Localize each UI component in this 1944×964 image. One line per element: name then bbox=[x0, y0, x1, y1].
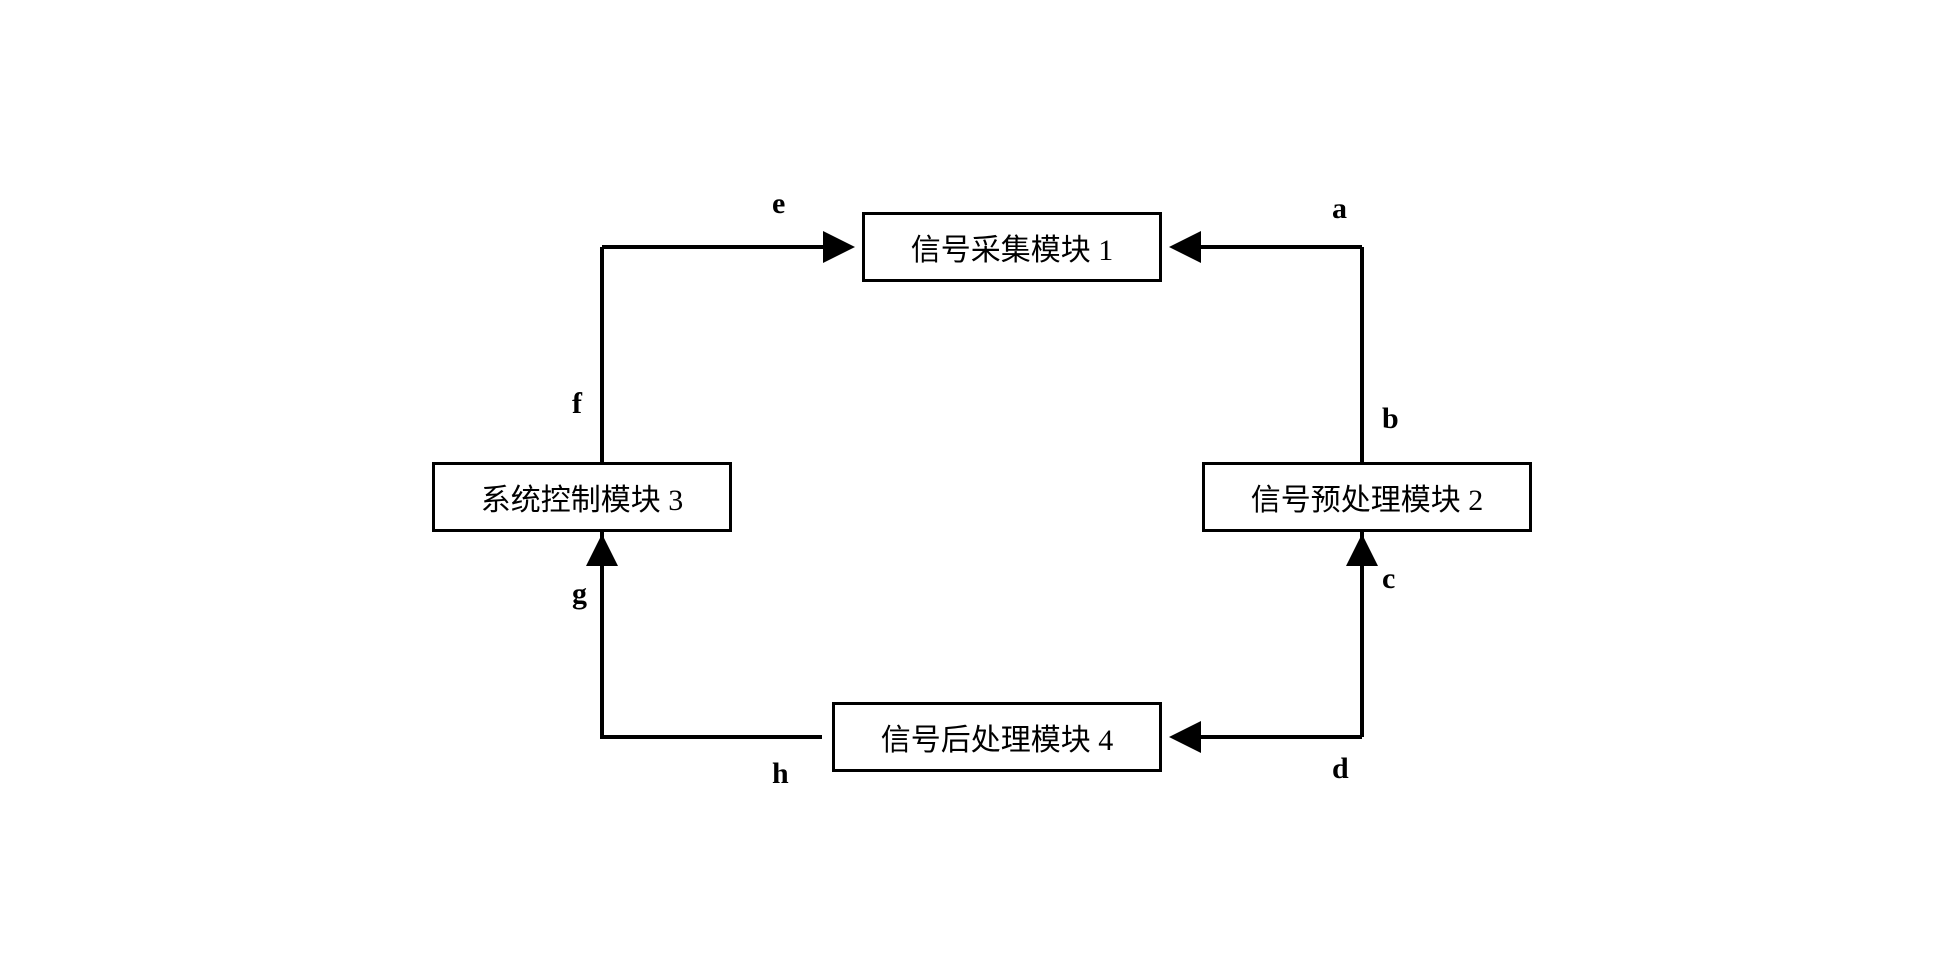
edge-line-gh bbox=[602, 532, 822, 737]
node4-label: 信号后处理模块 4 bbox=[881, 715, 1114, 759]
node1-label: 信号采集模块 1 bbox=[911, 225, 1114, 269]
edge-label-d: d bbox=[1332, 752, 1349, 786]
edge-label-e: e bbox=[772, 187, 785, 221]
node-system-control: 系统控制模块 3 bbox=[432, 462, 732, 532]
node2-label: 信号预处理模块 2 bbox=[1251, 475, 1484, 519]
edge-label-c: c bbox=[1382, 562, 1395, 596]
edge-label-b: b bbox=[1382, 402, 1399, 436]
node-signal-preprocessing: 信号预处理模块 2 bbox=[1202, 462, 1532, 532]
edge-label-a: a bbox=[1332, 192, 1347, 226]
edge-label-f: f bbox=[572, 387, 582, 421]
edge-label-h: h bbox=[772, 757, 789, 791]
node-signal-postprocessing: 信号后处理模块 4 bbox=[832, 702, 1162, 772]
flowchart-diagram: 信号采集模块 1 信号预处理模块 2 系统控制模块 3 信号后处理模块 4 a … bbox=[372, 132, 1572, 832]
edge-label-g: g bbox=[572, 577, 587, 611]
node-signal-acquisition: 信号采集模块 1 bbox=[862, 212, 1162, 282]
node3-label: 系统控制模块 3 bbox=[481, 475, 684, 519]
